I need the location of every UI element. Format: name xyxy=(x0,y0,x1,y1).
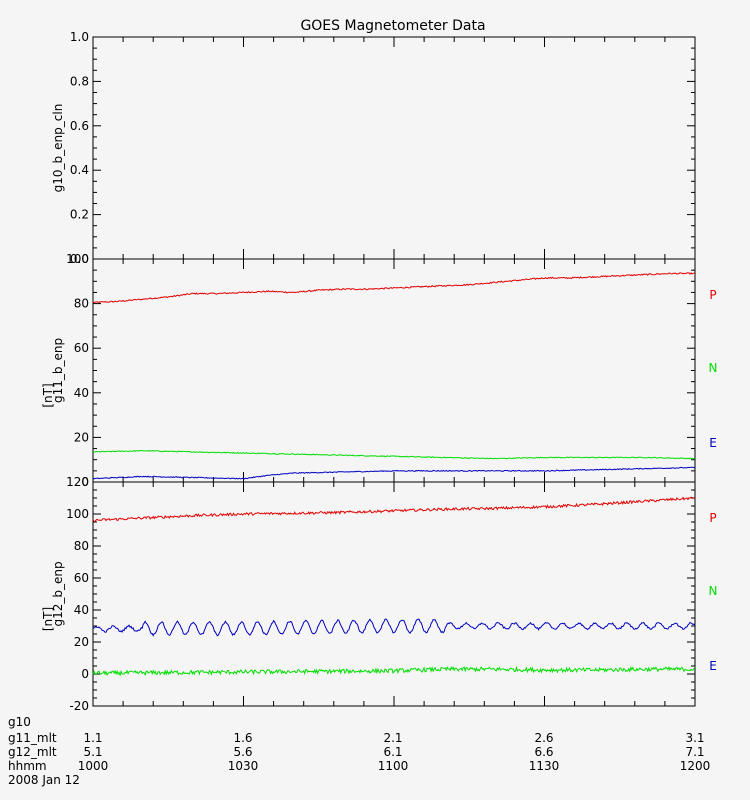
x-tick-label: 1130 xyxy=(529,759,560,773)
y-axis-label: g11_b_enp xyxy=(51,338,65,403)
y-axis-unit: [nT] xyxy=(41,607,55,631)
x-tick-label: 6.6 xyxy=(534,745,553,759)
legend-E: E xyxy=(709,659,717,673)
y-tick-label: 20 xyxy=(74,635,89,649)
legend-E: E xyxy=(709,436,717,450)
x-row-label: g10 xyxy=(8,715,31,729)
legend-N: N xyxy=(709,361,718,375)
y-tick-label: 0.0 xyxy=(70,252,89,266)
y-tick-label: 20 xyxy=(74,430,89,444)
y-tick-label: 0.2 xyxy=(70,208,89,222)
y-tick-label: 100 xyxy=(66,252,89,266)
y-tick-label: -20 xyxy=(69,699,89,713)
panel-frame xyxy=(92,36,696,260)
x-tick-label: 5.6 xyxy=(233,745,252,759)
legend-N: N xyxy=(709,584,718,598)
series-line-P xyxy=(92,272,696,304)
x-tick-label: 1.1 xyxy=(83,731,102,745)
y-tick-label: 0 xyxy=(81,475,89,489)
x-tick-label: 1.6 xyxy=(233,731,252,745)
y-axis-label: g12_b_enp xyxy=(51,561,65,626)
x-tick-label: 7.1 xyxy=(685,745,704,759)
x-row-label: hhmm xyxy=(8,759,47,773)
x-row-label: g12_mlt xyxy=(8,745,57,759)
y-tick-label: 60 xyxy=(74,571,89,585)
x-tick-label: 2.6 xyxy=(534,731,553,745)
x-row-label: g11_mlt xyxy=(8,731,57,745)
y-tick-label: 1.0 xyxy=(70,30,89,44)
legend-P: P xyxy=(709,511,716,525)
y-tick-label: 40 xyxy=(74,386,89,400)
date-label: 2008 Jan 12 xyxy=(8,773,80,787)
panel-2: 0 20 40 60 80 100 g11_b_enp[nT] P N E xyxy=(41,252,717,489)
y-tick-label: 0 xyxy=(81,667,89,681)
x-tick-label: 1100 xyxy=(378,759,409,773)
y-axis-label: g10_b_enp_cln xyxy=(51,104,65,193)
panel-1: 0.0 0.2 0.4 0.6 0.8 1.0 g10_b_enp_cln xyxy=(51,30,696,266)
x-tick-label: 1200 xyxy=(680,759,711,773)
y-tick-label: 100 xyxy=(66,507,89,521)
series-line-E xyxy=(92,466,696,480)
x-tick-label: 5.1 xyxy=(83,745,102,759)
y-axis-unit: [nT] xyxy=(41,383,55,407)
x-tick-label: 1000 xyxy=(78,759,109,773)
panel-frame xyxy=(92,258,696,483)
y-tick-label: 40 xyxy=(74,603,89,617)
series-line-N xyxy=(92,449,696,460)
series-line-P xyxy=(92,496,696,523)
y-tick-label: 0.8 xyxy=(70,74,89,88)
y-tick-label: 0.6 xyxy=(70,119,89,133)
y-tick-label: 0.4 xyxy=(70,163,89,177)
panel-3: -20 0 20 40 60 80 100 120 g12_b_enp[nT] P N E xyxy=(41,475,717,713)
x-tick-label: 6.1 xyxy=(383,745,402,759)
y-tick-label: 120 xyxy=(66,475,89,489)
y-tick-label: 80 xyxy=(74,539,89,553)
y-tick-label: 80 xyxy=(74,297,89,311)
x-tick-label: 3.1 xyxy=(685,731,704,745)
series-line-E xyxy=(92,618,696,637)
series-line-N xyxy=(92,665,696,677)
x-tick-label: 2.1 xyxy=(383,731,402,745)
legend-P: P xyxy=(709,288,716,302)
x-tick-label: 1030 xyxy=(228,759,259,773)
y-tick-label: 60 xyxy=(74,341,89,355)
chart-title: GOES Magnetometer Data xyxy=(300,18,485,34)
